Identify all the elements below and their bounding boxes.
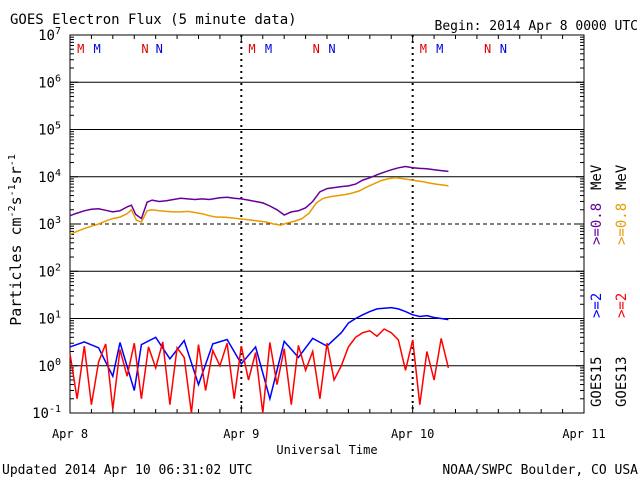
event-marker-m: M xyxy=(94,42,101,56)
y-axis-ticks: 10-1 100 101 102 103 104 105 106 107 xyxy=(32,26,584,422)
legend-goes15-08mev: >=0.8 xyxy=(589,203,605,245)
legend-mev-2: MeV xyxy=(614,164,630,190)
data-series xyxy=(69,165,450,414)
y-axis-label: Particles cm-2s-1sr-1 xyxy=(7,154,25,326)
y-tick-label: 100 xyxy=(38,357,61,375)
y-label-exp1: -2 xyxy=(7,205,18,217)
chart-title: GOES Electron Flux (5 minute data) xyxy=(10,12,297,28)
grid-lines xyxy=(70,81,584,367)
x-tick-label: Apr 11 xyxy=(562,427,605,441)
series-line-goes15-0-8-mev xyxy=(69,165,449,220)
y-label-exp3: -1 xyxy=(7,154,18,166)
event-marker-m: M xyxy=(248,42,255,56)
y-tick-label: 101 xyxy=(38,310,61,328)
event-marker-n: N xyxy=(500,42,507,56)
legend-goes13: GOES13 xyxy=(614,356,630,407)
event-marker-n: N xyxy=(328,42,335,56)
event-marker-m: M xyxy=(265,42,272,56)
event-marker-m: M xyxy=(77,42,84,56)
updated-timestamp: Updated 2014 Apr 10 06:31:02 UTC xyxy=(2,463,252,478)
event-marker-m: M xyxy=(420,42,427,56)
legend-goes13-2mev: >=2 xyxy=(614,293,630,318)
y-label-main: Particles cm xyxy=(7,217,25,325)
event-marker-n: N xyxy=(156,42,163,56)
series-line-goes13-0-8-mev xyxy=(69,177,449,236)
x-axis-ticks: Apr 8 Apr 9 Apr 10 Apr 11 xyxy=(52,35,606,441)
legend-goes15-2mev: >=2 xyxy=(589,293,605,318)
event-marker-n: N xyxy=(141,42,148,56)
event-marker-m: M xyxy=(436,42,443,56)
series-line-goes15-2-mev xyxy=(69,306,449,402)
x-axis-label: Universal Time xyxy=(276,443,377,457)
event-marker-n: N xyxy=(484,42,491,56)
y-tick-label: 10-1 xyxy=(32,404,61,422)
credit-text: NOAA/SWPC Boulder, CO USA xyxy=(442,463,638,478)
y-tick-label: 102 xyxy=(38,262,61,280)
begin-time: Begin: 2014 Apr 8 0000 UTC xyxy=(435,19,639,34)
y-tick-label: 107 xyxy=(38,26,61,44)
x-tick-label: Apr 8 xyxy=(52,427,88,441)
y-label-exp2: -1 xyxy=(7,184,18,196)
side-legend: GOES15 GOES13 >=2 >=2 >=0.8 >=0.8 MeV Me… xyxy=(589,164,630,407)
legend-goes13-08mev: >=0.8 xyxy=(614,203,630,245)
y-tick-label: 104 xyxy=(38,168,61,186)
legend-goes15: GOES15 xyxy=(589,356,605,407)
y-label-s: s xyxy=(7,196,25,205)
y-tick-label: 105 xyxy=(38,121,61,139)
y-tick-label: 106 xyxy=(38,73,61,91)
x-tick-label: Apr 9 xyxy=(223,427,259,441)
series-line-goes13-2-mev xyxy=(69,328,450,414)
event-marker-n: N xyxy=(313,42,320,56)
legend-mev-1: MeV xyxy=(589,164,605,190)
y-tick-label: 103 xyxy=(38,215,61,233)
x-tick-label: Apr 10 xyxy=(391,427,434,441)
y-label-sr: sr xyxy=(7,166,25,184)
